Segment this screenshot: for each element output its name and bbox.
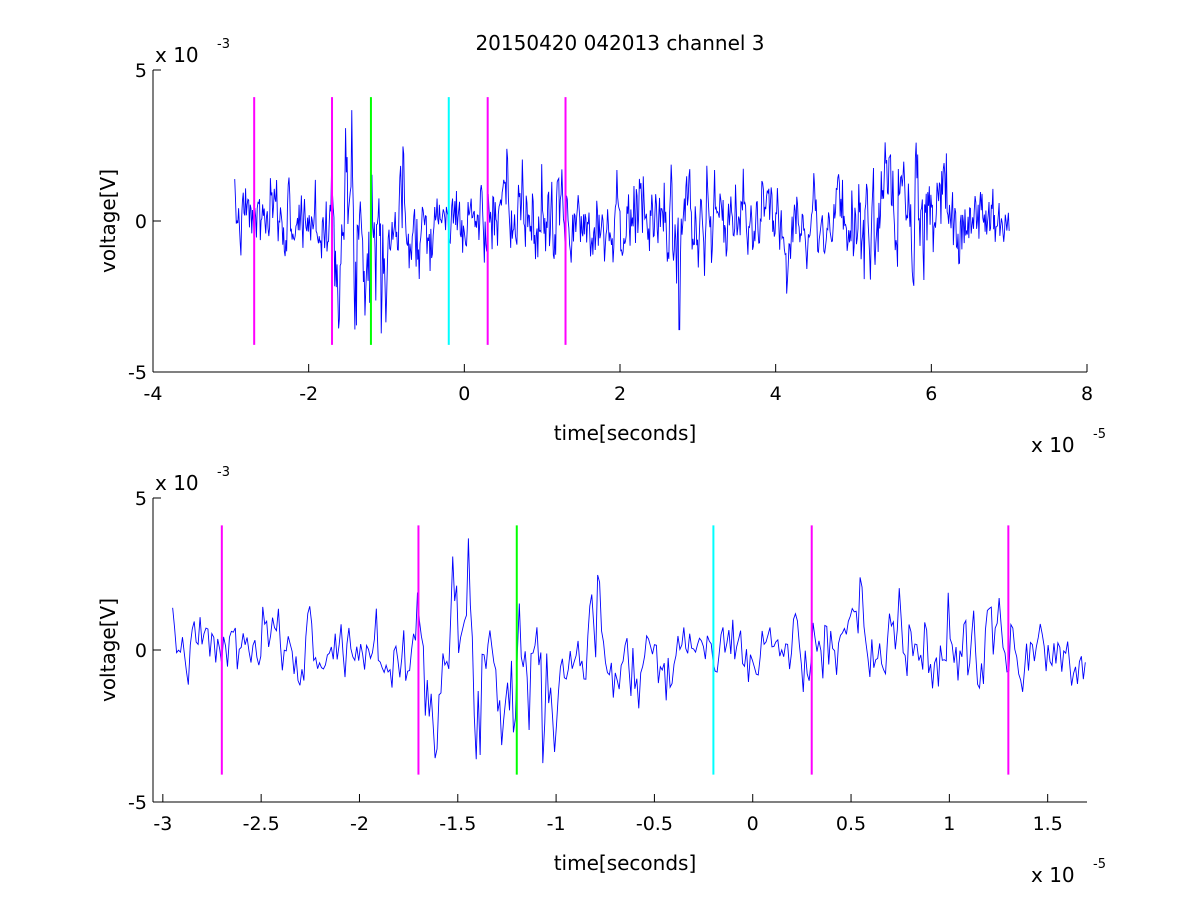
y-multiplier: x 10	[155, 43, 199, 67]
x-tick-label: -3	[153, 813, 172, 835]
x-tick-label: -4	[144, 383, 163, 405]
y-tick-label: -5	[128, 362, 147, 384]
y-tick-label: 5	[135, 60, 147, 82]
x-tick-label: 1	[943, 813, 955, 835]
x-tick-label: 4	[770, 383, 782, 405]
x-tick-label: 1.5	[1033, 813, 1063, 835]
x-tick-label: -0.5	[636, 813, 673, 835]
y-multiplier-exponent: -3	[217, 37, 230, 52]
x-tick-label: 0.5	[836, 813, 866, 835]
x-tick-label: -2	[299, 383, 318, 405]
figure-title: 20150420 042013 channel 3	[475, 31, 764, 55]
x-tick-label: -2.5	[243, 813, 280, 835]
x-multiplier: x 10	[1031, 863, 1075, 887]
y-tick-label: 0	[135, 640, 147, 662]
x-tick-label: -1	[547, 813, 566, 835]
y-axis-label: voltage[V]	[96, 169, 120, 273]
x-tick-label: 8	[1081, 383, 1093, 405]
x-tick-label: 6	[925, 383, 937, 405]
x-multiplier-exponent: -5	[1093, 857, 1106, 872]
signal-series-line	[234, 110, 1010, 334]
y-tick-label: -5	[128, 792, 147, 814]
plot-zoomed-view: -3 -2.5 -2 -1.5 -1 -0.5 0 0.5 1 1.5 -5 0 5 time[secon…	[96, 465, 1106, 887]
signal-series-line	[172, 538, 1086, 764]
x-axis-label: time[seconds]	[554, 851, 697, 875]
x-tick-label: -1.5	[439, 813, 476, 835]
y-multiplier-exponent: -3	[217, 465, 230, 480]
x-tick-label: -2	[350, 813, 369, 835]
x-axis-label: time[seconds]	[554, 421, 697, 445]
x-multiplier-exponent: -5	[1093, 427, 1106, 442]
x-tick-label: 0	[747, 813, 759, 835]
y-tick-label: 0	[135, 211, 147, 233]
y-tick-label: 5	[135, 488, 147, 510]
y-axis-label: voltage[V]	[96, 598, 120, 702]
x-multiplier: x 10	[1031, 433, 1075, 457]
plot-full-view: -4 -2 0 2 4 6 8 -5 0 5 time[seconds] voltage[V] x 10…	[96, 37, 1106, 457]
x-tick-label: 2	[614, 383, 626, 405]
y-multiplier: x 10	[155, 471, 199, 495]
x-tick-label: 0	[458, 383, 470, 405]
